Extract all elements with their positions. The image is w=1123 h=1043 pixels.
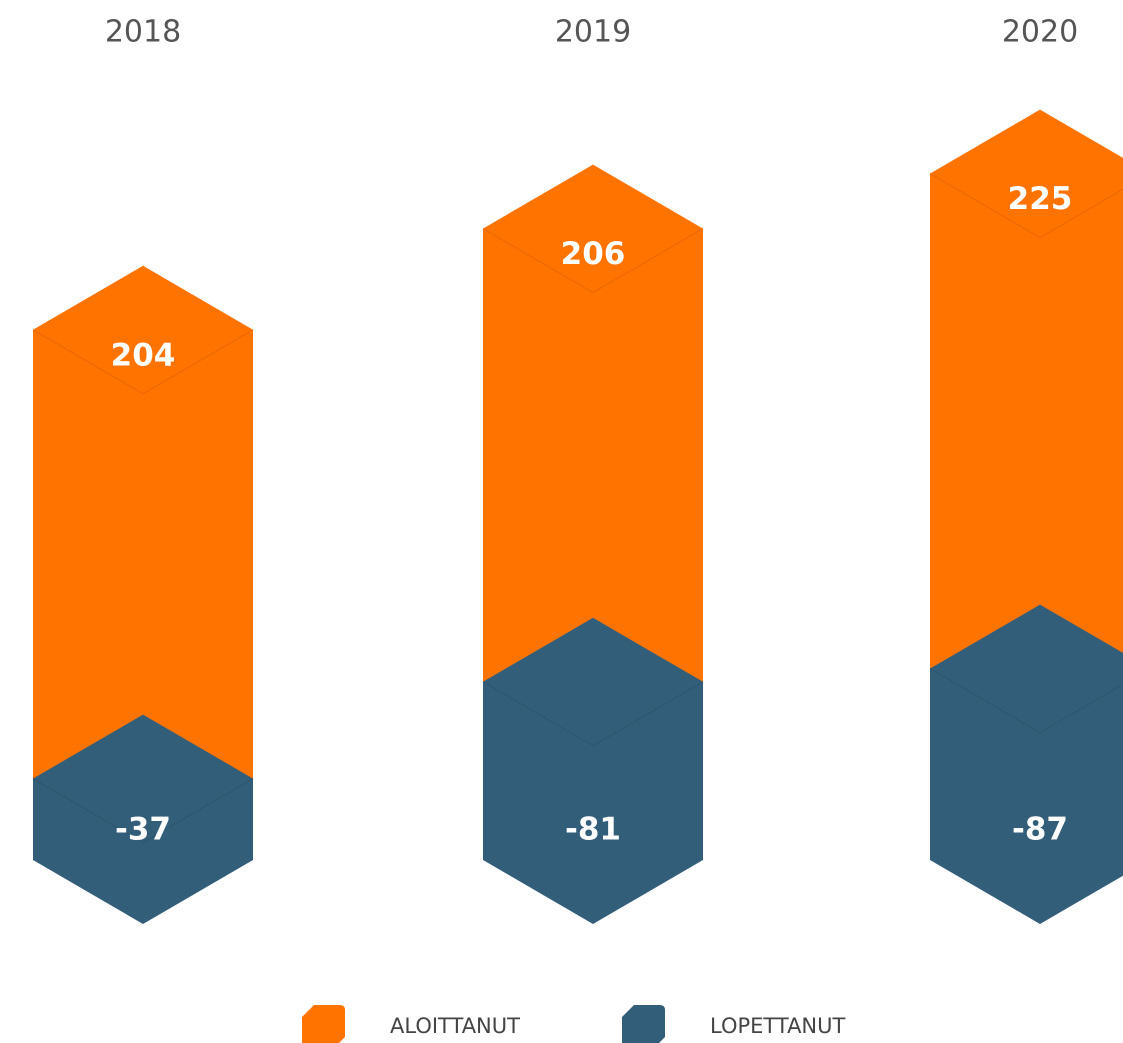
legend-label: ALOITTANUT [390, 1014, 520, 1038]
value-label: -37 [115, 812, 171, 848]
value-label: 204 [111, 337, 176, 373]
cap-edge [482, 228, 704, 294]
cap-edge [32, 778, 254, 844]
value-label: 206 [561, 236, 626, 272]
bar-segment [483, 164, 703, 682]
cap-edge [32, 329, 254, 395]
value-label: -81 [565, 812, 621, 848]
bar-segment [930, 604, 1123, 924]
year-label: 2018 [105, 15, 181, 50]
bar-segment [930, 109, 1123, 669]
cap-edge [482, 681, 704, 747]
value-label: -87 [1012, 812, 1068, 848]
cap-edge [929, 668, 1123, 734]
bar-segment [483, 617, 703, 924]
bar-segment [33, 265, 253, 779]
legend-label: LOPETTANUT [710, 1014, 846, 1038]
year-label: 2020 [1002, 15, 1078, 50]
legend-swatch [622, 1005, 665, 1043]
year-label: 2019 [555, 15, 631, 50]
value-label: 225 [1008, 181, 1073, 217]
cap-edge [929, 173, 1123, 239]
bar-segment [33, 714, 253, 924]
legend-swatch [302, 1005, 345, 1043]
